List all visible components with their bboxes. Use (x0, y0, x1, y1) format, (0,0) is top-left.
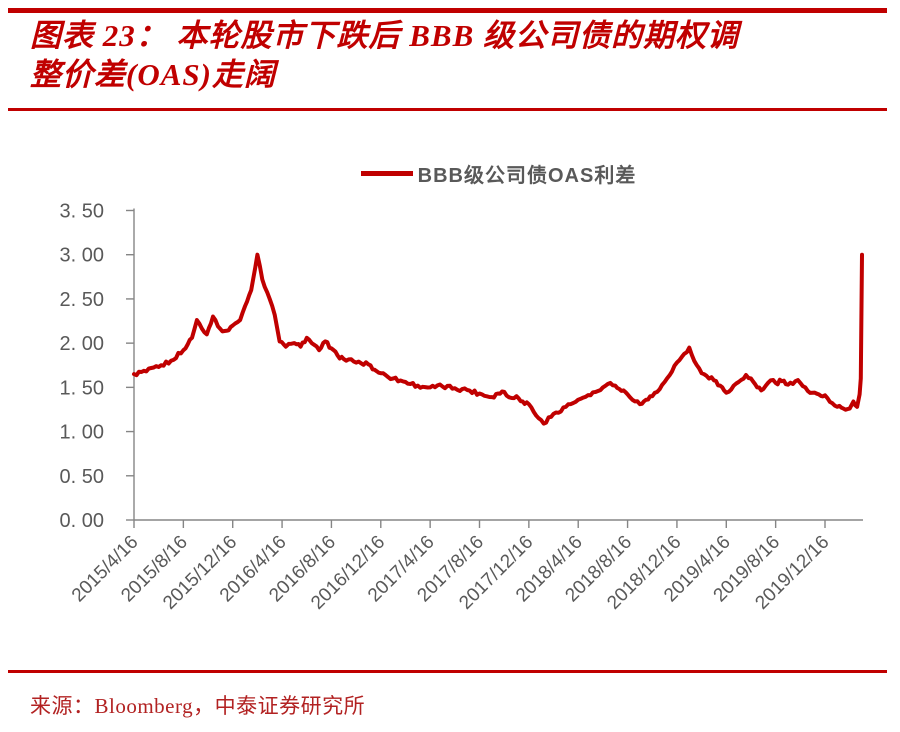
footer-divider-line (8, 670, 887, 673)
legend-line-swatch (360, 170, 413, 176)
figure-title-line1: 图表 23： 本轮股市下跌后 BBB 级公司债的期权调 (30, 18, 740, 53)
top-accent-bar (8, 8, 887, 13)
y-axis-label: 1. 50 (60, 377, 104, 399)
y-axis-label: 1. 00 (60, 422, 104, 444)
figure-title-line2: 整价差(OAS)走阔 (30, 57, 276, 92)
y-axis-label: 0. 50 (60, 466, 104, 488)
y-axis-label: 0. 00 (60, 510, 104, 532)
chart-legend: BBB级公司债OAS利差 (134, 160, 863, 187)
y-axis-label: 2. 00 (60, 333, 104, 355)
source-attribution: 来源：Bloomberg，中泰证券研究所 (30, 694, 366, 718)
title-divider-line (8, 108, 887, 111)
legend-label: BBB级公司债OAS利差 (417, 164, 637, 187)
oas-series-line (132, 252, 864, 426)
figure-title: 图表 23： 本轮股市下跌后 BBB 级公司债的期权调 整价差(OAS)走阔 (30, 16, 875, 94)
y-axis-label: 3. 50 (60, 200, 104, 222)
y-axis-label: 3. 00 (60, 245, 104, 267)
y-axis-label: 2. 50 (60, 289, 104, 311)
